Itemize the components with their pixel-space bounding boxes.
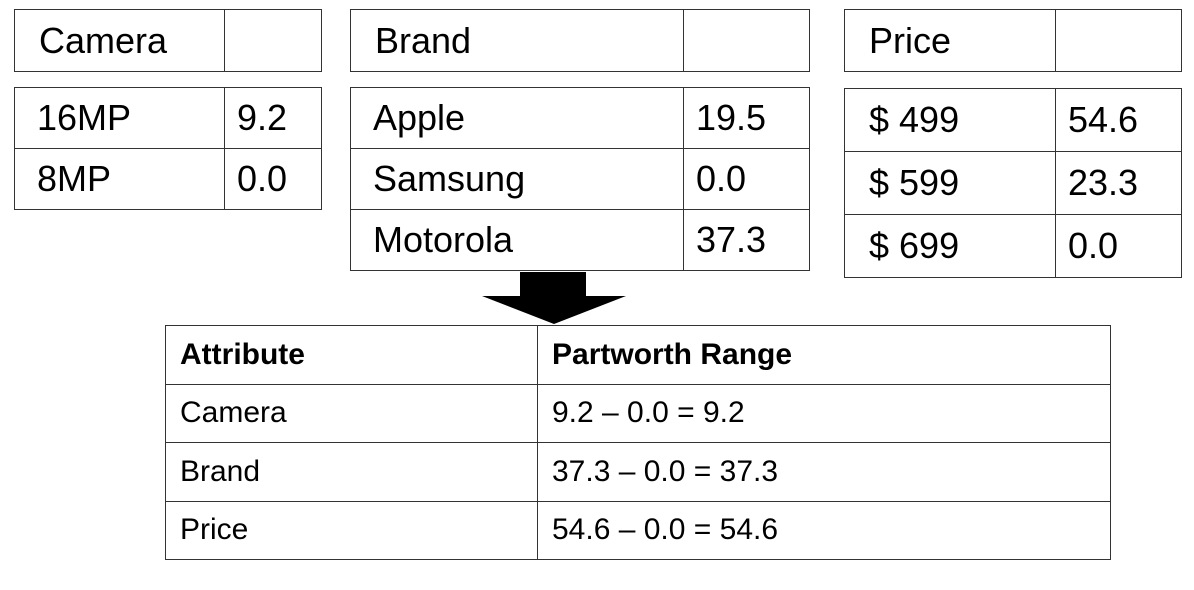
camera-partworth: 9.2 <box>224 87 322 149</box>
camera-partworth: 0.0 <box>224 148 322 210</box>
attribute-cell: Price <box>165 500 538 560</box>
camera-level: 16MP <box>14 87 225 149</box>
partworth-range-table: Attribute Partworth Range Camera 9.2 – 0… <box>165 325 1111 560</box>
table-row: $ 499 54.6 <box>844 88 1182 152</box>
brand-partworth: 37.3 <box>683 209 810 271</box>
table-row: $ 599 23.3 <box>844 151 1182 215</box>
table-row: Brand 37.3 – 0.0 = 37.3 <box>165 442 1111 502</box>
price-partworth: 54.6 <box>1055 88 1182 152</box>
table-row: Samsung 0.0 <box>350 148 810 210</box>
brand-header: Brand <box>350 9 684 72</box>
range-cell: 9.2 – 0.0 = 9.2 <box>537 383 1111 443</box>
table-row: $ 699 0.0 <box>844 214 1182 278</box>
price-level: $ 599 <box>844 151 1056 215</box>
attribute-cell: Camera <box>165 383 538 443</box>
attribute-column-header: Attribute <box>165 325 538 385</box>
camera-level: 8MP <box>14 148 225 210</box>
camera-header-table: Camera <box>14 9 322 72</box>
range-column-header: Partworth Range <box>537 325 1111 385</box>
table-row: Price 54.6 – 0.0 = 54.6 <box>165 500 1111 560</box>
price-header-empty-cell <box>1055 9 1182 72</box>
attribute-cell: Brand <box>165 442 538 502</box>
range-cell: 54.6 – 0.0 = 54.6 <box>537 500 1111 560</box>
brand-header-empty-cell <box>683 9 810 72</box>
brand-level: Samsung <box>350 148 684 210</box>
brand-level: Apple <box>350 87 684 149</box>
table-header-row: Attribute Partworth Range <box>165 325 1111 385</box>
price-levels-table: $ 499 54.6 $ 599 23.3 $ 699 0.0 <box>844 88 1182 278</box>
brand-levels-table: Apple 19.5 Samsung 0.0 Motorola 37.3 <box>350 87 810 271</box>
table-row: 8MP 0.0 <box>14 148 322 210</box>
table-row: Camera 9.2 – 0.0 = 9.2 <box>165 383 1111 443</box>
down-arrow-icon <box>482 272 626 324</box>
price-partworth: 0.0 <box>1055 214 1182 278</box>
camera-header: Camera <box>14 9 225 72</box>
brand-header-table: Brand <box>350 9 810 72</box>
camera-header-empty-cell <box>224 9 322 72</box>
price-header-table: Price <box>844 9 1182 72</box>
table-row: Apple 19.5 <box>350 87 810 149</box>
price-level: $ 499 <box>844 88 1056 152</box>
price-partworth: 23.3 <box>1055 151 1182 215</box>
range-cell: 37.3 – 0.0 = 37.3 <box>537 442 1111 502</box>
camera-levels-table: 16MP 9.2 8MP 0.0 <box>14 87 322 210</box>
brand-partworth: 19.5 <box>683 87 810 149</box>
table-row: 16MP 9.2 <box>14 87 322 149</box>
brand-partworth: 0.0 <box>683 148 810 210</box>
brand-level: Motorola <box>350 209 684 271</box>
price-header: Price <box>844 9 1056 72</box>
table-row: Motorola 37.3 <box>350 209 810 271</box>
price-level: $ 699 <box>844 214 1056 278</box>
